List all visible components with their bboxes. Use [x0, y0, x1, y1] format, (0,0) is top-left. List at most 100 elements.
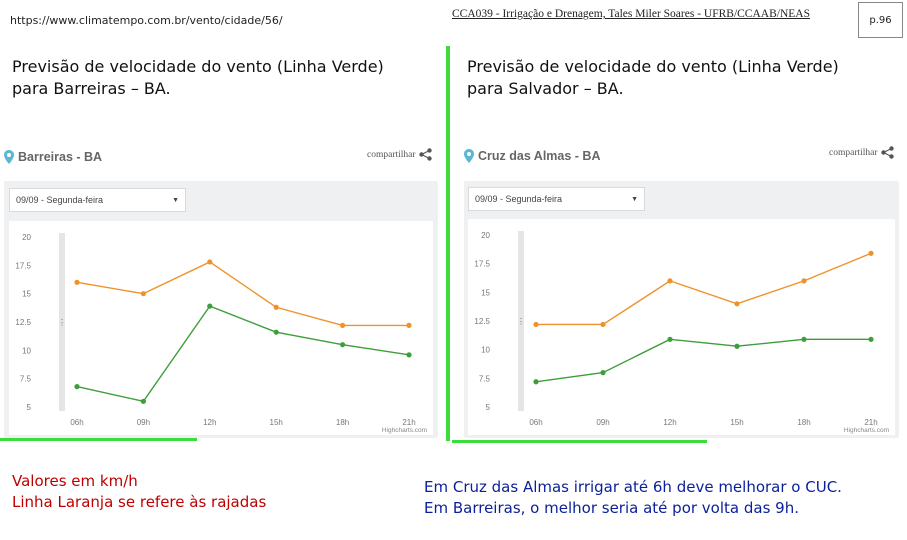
left-city-name: Barreiras - BA: [18, 150, 103, 164]
share-icon: [880, 146, 894, 159]
caption-orange-note: Linha Laranja se refere às rajadas: [12, 493, 267, 511]
right-panel: Cruz das Almas - BA compartilhar 09/09 -…: [462, 140, 899, 438]
right-series-orange-point[interactable]: [533, 321, 539, 328]
left-xtick-label: 12h: [203, 418, 216, 427]
right-wind-chart: ⋮ 20 17.5 15 12.5 10 7.5 5 06h 09h 12h 15h 18h 21hHig…: [474, 231, 889, 434]
left-panel: Barreiras - BA compartilhar 09/09 - Segu…: [4, 140, 438, 438]
right-series-orange-point[interactable]: [801, 278, 807, 284]
green-divider-bottom-right: [452, 440, 707, 443]
right-series-green-point[interactable]: [801, 336, 807, 342]
right-range-strip: [518, 231, 524, 411]
left-series-green-point[interactable]: [140, 398, 146, 404]
source-url: https://www.climatempo.com.br/vento/cida…: [10, 14, 283, 27]
right-city: Cruz das Almas - BA: [464, 149, 600, 163]
page-number: p.96: [858, 2, 903, 38]
left-series-orange-point[interactable]: [340, 322, 346, 328]
location-pin-icon: [464, 149, 474, 163]
left-share-label: compartilhar: [367, 149, 416, 160]
left-xtick-label: 09h: [137, 418, 150, 427]
right-highcharts-credit: Highcharts.com: [844, 427, 889, 434]
right-date-select[interactable]: 09/09 - Segunda-feira ▼: [468, 187, 645, 211]
right-ytick-label: 12.5: [474, 317, 490, 326]
left-ytick-label: 5: [27, 403, 32, 412]
right-ytick-label: 7.5: [479, 374, 491, 383]
green-divider-bottom-left: [0, 438, 197, 441]
left-series-orange-point[interactable]: [406, 322, 412, 328]
left-date-select[interactable]: 09/09 - Segunda-feira ▼: [9, 188, 186, 212]
left-chart-area: ⋮ 20 17.5 15 12.5 10 7.5 5 06h 09h 12h 15h 18h 21h Hig…: [9, 221, 433, 435]
right-series-orange-point[interactable]: [734, 301, 740, 307]
left-highcharts-credit: Highcharts.com: [382, 427, 427, 434]
left-ytick-label: 10: [22, 346, 31, 355]
right-series-green-line: [535, 338, 871, 383]
right-date-select-value: 09/09 - Segunda-feira: [475, 194, 563, 204]
left-title-line1: Previsão de velocidade do vento (Linha V…: [12, 57, 384, 76]
right-xtick-label: 21h: [864, 418, 877, 427]
share-icon: [418, 148, 432, 161]
caption-units: Valores em km/h Linha Laranja se refere …: [12, 471, 266, 513]
right-xtick-label: 09h: [596, 418, 609, 427]
right-xtick-label: 12h: [663, 418, 676, 427]
right-xtick-label: 18h: [797, 418, 810, 427]
right-series-orange-line: [536, 252, 872, 326]
right-series-green-point[interactable]: [600, 370, 606, 376]
left-series-orange-line: [76, 261, 409, 327]
course-header: CCA039 - Irrigação e Drenagem, Tales Mil…: [452, 8, 810, 20]
left-city: Barreiras - BA: [4, 150, 102, 164]
caption-conclusion-1: Em Cruz das Almas irrigar até 6h deve me…: [424, 478, 842, 496]
left-chart-frame: 09/09 - Segunda-feira ▼ ⋮ 20 17.5 15 12.5 10 7…: [4, 181, 438, 438]
left-series-orange-point[interactable]: [273, 304, 279, 310]
right-chart-frame: 09/09 - Segunda-feira ▼ ⋮ 20 17.5 15 12.5 10 7…: [464, 181, 899, 438]
right-range-handle[interactable]: ⋮: [517, 317, 525, 326]
right-series-green-point[interactable]: [868, 336, 874, 342]
left-series-green-point[interactable]: [340, 342, 346, 348]
caption-units-line: Valores em km/h: [12, 472, 138, 490]
right-series-orange-point[interactable]: [600, 321, 606, 328]
right-title: Previsão de velocidade do vento (Linha V…: [467, 56, 839, 100]
left-xtick-label: 21h: [402, 418, 415, 427]
left-xtick-label: 18h: [336, 418, 349, 427]
right-share-button[interactable]: compartilhar: [829, 146, 894, 159]
left-series-orange-point[interactable]: [74, 279, 80, 285]
caption-conclusion-2: Em Barreiras, o melhor seria até por vol…: [424, 499, 799, 517]
left-series-green-point[interactable]: [273, 329, 279, 335]
caption-conclusion: Em Cruz das Almas irrigar até 6h deve me…: [424, 477, 842, 519]
left-range-strip: [59, 233, 65, 411]
right-ytick-label: 5: [486, 403, 491, 412]
right-ytick-label: 20: [481, 231, 490, 240]
left-xtick-label: 15h: [270, 418, 283, 427]
right-title-line2: para Salvador – BA.: [467, 79, 624, 98]
location-pin-icon: [4, 150, 14, 164]
right-series-orange-point[interactable]: [667, 278, 673, 284]
left-title-line2: para Barreiras – BA.: [12, 79, 171, 98]
left-title: Previsão de velocidade do vento (Linha V…: [12, 56, 384, 100]
left-xtick-label: 06h: [70, 418, 83, 427]
right-xtick-label: 06h: [529, 418, 542, 427]
left-ytick-label: 17.5: [15, 261, 31, 270]
right-ytick-label: 17.5: [474, 260, 490, 269]
caret-down-icon: ▼: [631, 195, 638, 203]
right-chart-area: ⋮ 20 17.5 15 12.5 10 7.5 5 06h 09h 12h 15h 18h 21h Hig…: [468, 219, 895, 435]
right-ytick-label: 10: [481, 346, 490, 355]
left-series-green-point[interactable]: [74, 384, 80, 390]
left-series-orange-point[interactable]: [207, 259, 213, 265]
left-series-green-line: [76, 305, 410, 403]
right-series-green-point[interactable]: [734, 343, 740, 349]
left-wind-chart: ⋮ 20 17.5 15 12.5 10 7.5 5 06h 09h 12h 15h 18h 21hHig…: [15, 233, 427, 434]
left-ytick-label: 12.5: [15, 318, 31, 327]
left-ytick-label: 7.5: [20, 375, 32, 384]
left-series-green-point[interactable]: [207, 303, 213, 309]
left-date-select-value: 09/09 - Segunda-feira: [16, 195, 104, 205]
left-range-handle[interactable]: ⋮: [58, 318, 66, 327]
left-series-green-point[interactable]: [406, 352, 412, 358]
right-series-orange-point[interactable]: [868, 250, 874, 256]
caret-down-icon: ▼: [172, 196, 179, 204]
right-series-green-point[interactable]: [533, 379, 539, 385]
right-xtick-label: 15h: [730, 418, 743, 427]
left-ytick-label: 20: [22, 233, 31, 242]
right-title-line1: Previsão de velocidade do vento (Linha V…: [467, 57, 839, 76]
left-share-button[interactable]: compartilhar: [367, 148, 432, 161]
right-city-name: Cruz das Almas - BA: [478, 149, 601, 163]
left-series-orange-point[interactable]: [140, 291, 146, 297]
right-series-green-point[interactable]: [667, 336, 673, 342]
